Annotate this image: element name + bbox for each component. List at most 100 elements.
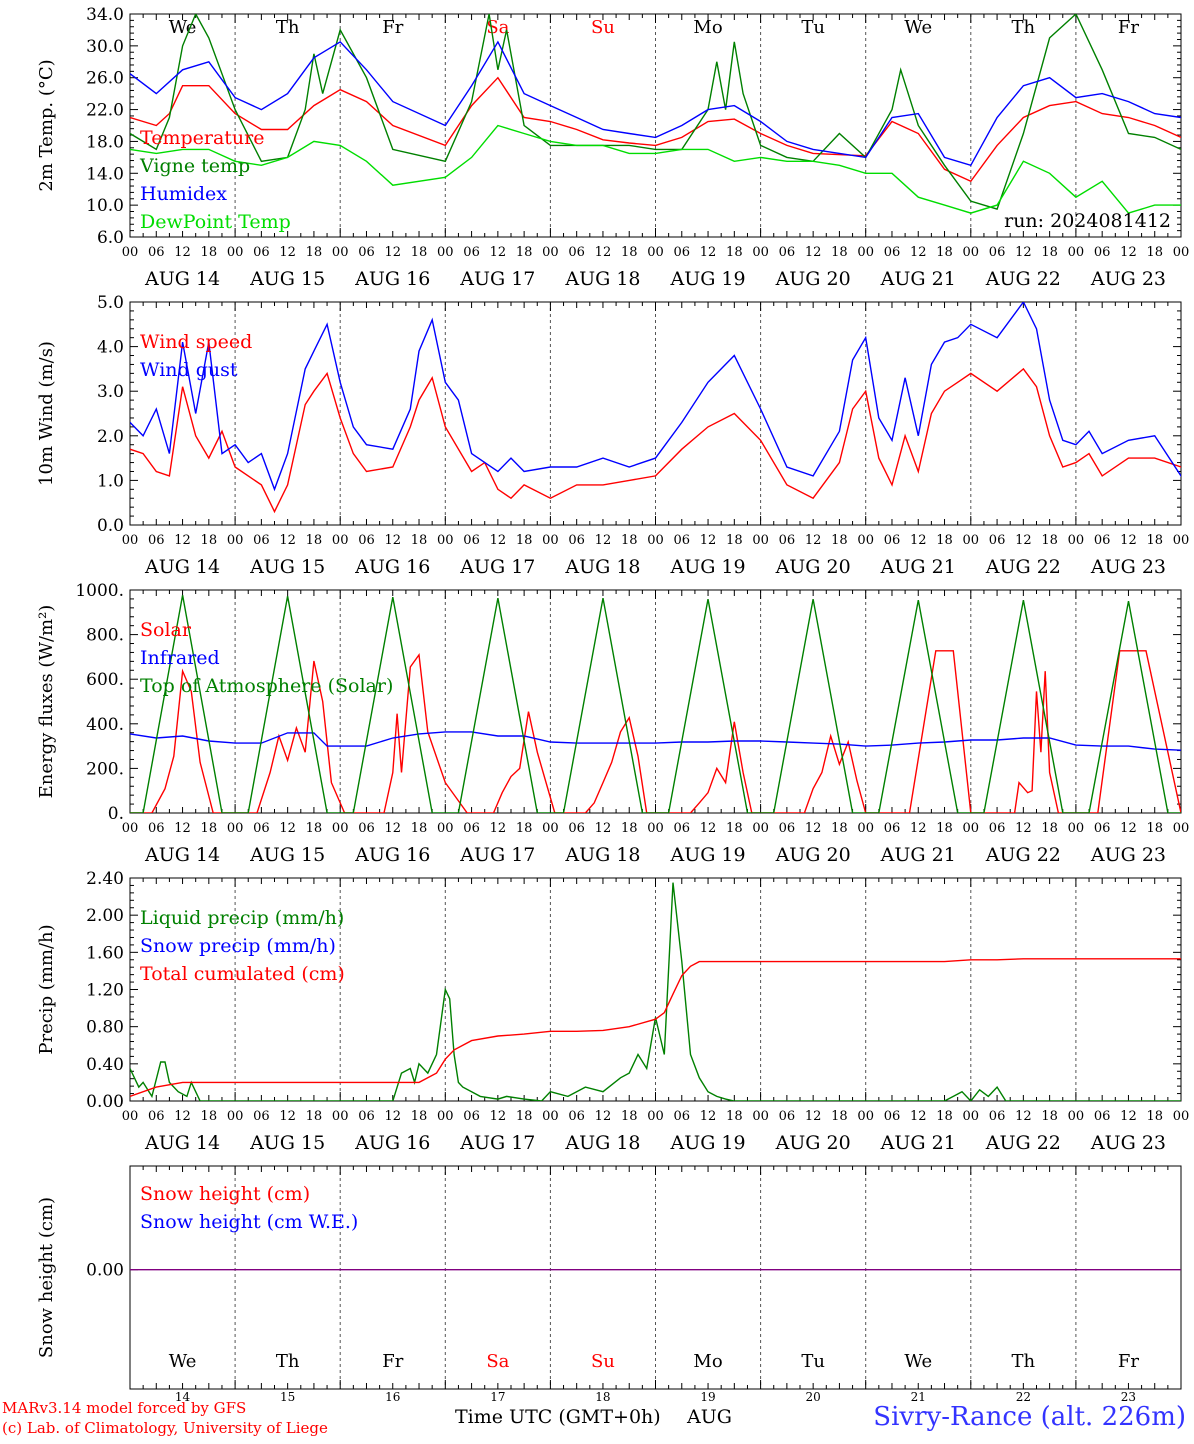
y-tick-label: 1.0 [97,471,124,491]
hour-label: 12 [174,1109,191,1124]
y-tick-label: 26.0 [86,69,124,89]
date-label: AUG 22 [985,268,1061,290]
date-label: AUG 21 [880,1132,956,1154]
y-tick-label: 800. [86,626,124,646]
hour-label: 00 [963,533,980,548]
hour-label: 12 [700,245,717,260]
hour-label: 06 [1094,245,1111,260]
hour-label: 06 [568,821,585,836]
weekday-label: We [169,1351,197,1372]
hour-label: 18 [306,533,323,548]
hour-label: 18 [411,821,428,836]
hour-label: 06 [1094,1109,1111,1124]
weekday-label: We [169,17,197,38]
hour-label: 18 [936,533,953,548]
hour-label: 00 [542,533,559,548]
hour-label: 18 [201,1109,218,1124]
hour-label: 00 [752,1109,769,1124]
date-label: AUG 23 [1090,268,1166,290]
date-label: AUG 17 [459,844,535,866]
hour-label: 06 [779,245,796,260]
hour-label: 06 [463,533,480,548]
hour-label: 00 [647,245,664,260]
hour-label: 00 [647,533,664,548]
hour-label: 18 [411,1109,428,1124]
hour-label: 06 [358,533,375,548]
panel-frame [129,13,1182,238]
hour-label: 18 [1041,821,1058,836]
legend-entry: Snow height (cm W.E.) [140,1211,358,1233]
weekday-label: Sa [486,1351,509,1372]
day-number: 22 [1016,1390,1031,1404]
hour-label: 06 [148,245,165,260]
hour-label: 12 [384,1109,401,1124]
y-tick-label: 14.0 [86,164,124,184]
date-label: AUG 17 [459,1132,535,1154]
series-line-top-of-atmosphere-solar- [130,594,1181,813]
hour-label: 18 [831,1109,848,1124]
hour-label: 00 [647,1109,664,1124]
series-line-dewpoint-temp [130,124,1181,214]
hour-label: 12 [1120,821,1137,836]
hour-label: 18 [831,533,848,548]
hour-label: 12 [700,533,717,548]
weekday-label: Fr [382,17,403,38]
hour-label: 06 [358,821,375,836]
date-label: AUG 14 [144,844,220,866]
hour-label: 18 [516,245,533,260]
hour-label: 00 [122,1109,139,1124]
y-axis-label: 10m Wind (m/s) [36,341,57,486]
hour-label: 06 [989,533,1006,548]
date-label: AUG 21 [880,556,956,578]
hour-label: 18 [936,821,953,836]
date-label: AUG 14 [144,556,220,578]
hour-label: 06 [674,1109,691,1124]
legend-entry: Vigne temp [139,155,250,177]
copyright-credit: (c) Lab. of Climatology, University of L… [2,1419,328,1437]
hour-label: 00 [1068,245,1085,260]
weekday-label: Th [1012,17,1036,38]
hour-label: 18 [1041,1109,1058,1124]
hour-label: 00 [963,1109,980,1124]
date-label: AUG 20 [775,556,851,578]
weekday-label: Fr [1118,17,1139,38]
date-label: AUG 18 [564,268,640,290]
y-tick-label: 400. [86,715,124,735]
hour-label: 12 [1015,1109,1032,1124]
y-tick-label: 0.0 [97,516,124,536]
hour-label: 06 [253,533,270,548]
hour-label: 18 [1146,245,1163,260]
weekday-label: Th [1012,1351,1036,1372]
hour-label: 00 [332,821,349,836]
hour-label: 12 [595,533,612,548]
hour-label: 00 [752,821,769,836]
panel-frame [129,301,1182,526]
station-name: Sivry-Rance (alt. 226m) [873,1402,1186,1432]
hour-label: 18 [621,821,638,836]
hour-label: 12 [174,821,191,836]
hour-label: 06 [253,1109,270,1124]
weekday-label: We [904,1351,932,1372]
hour-label: 12 [384,533,401,548]
hour-label: 12 [490,821,507,836]
y-tick-label: 1.20 [86,981,124,1001]
y-axis-label: Snow height (cm) [36,1197,57,1358]
hour-label: 12 [1015,245,1032,260]
hour-label: 18 [726,533,743,548]
hour-label: 00 [1068,821,1085,836]
hour-label: 18 [201,245,218,260]
hour-label: 00 [1068,1109,1085,1124]
hour-label: 00 [542,1109,559,1124]
y-axis-label: Energy fluxes (W/m²) [36,605,57,799]
hour-label: 00 [227,821,244,836]
hour-label: 00 [437,1109,454,1124]
legend-entry: Liquid precip (mm/h) [140,907,344,929]
y-tick-label: 1.60 [86,943,124,963]
hour-label: 18 [1146,1109,1163,1124]
hour-label: 06 [1094,533,1111,548]
series-line-humidex [130,40,1181,167]
date-label: AUG 20 [775,844,851,866]
day-number: 14 [175,1390,191,1404]
legend-entry: Infrared [140,647,220,669]
